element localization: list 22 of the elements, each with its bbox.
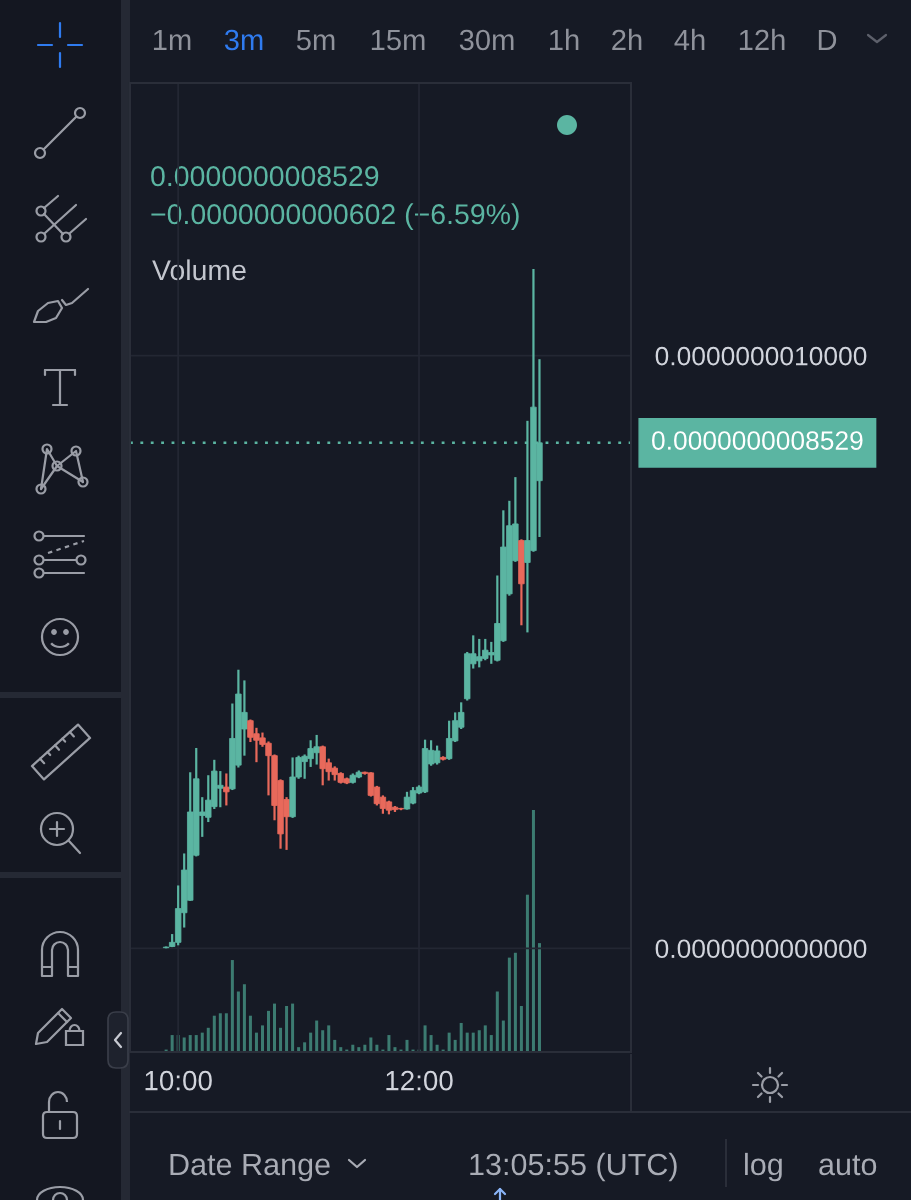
x-tick-label: 12:00 xyxy=(386,1070,453,1091)
chart-title: Volume xyxy=(152,259,246,281)
text: Date Range xyxy=(170,1153,330,1182)
x-tick-label: 10:00 xyxy=(145,1070,212,1091)
annotation: −0.0000000000602 (−6.59%) xyxy=(151,203,519,230)
text: D xyxy=(818,29,837,50)
text: 1m xyxy=(153,29,191,50)
text: 12h xyxy=(739,28,785,50)
y-tick-label: 0.0000000000000 xyxy=(655,939,867,959)
text: 5m xyxy=(296,29,335,51)
text: auto xyxy=(819,1155,877,1176)
ref-line-label: 0.0000000008529 xyxy=(652,431,863,450)
text: 13:05:55 (UTC) xyxy=(470,1152,677,1182)
text: 15m xyxy=(371,29,425,51)
text: log xyxy=(745,1152,782,1182)
text: 2h xyxy=(612,28,642,50)
text: 3m xyxy=(224,29,263,51)
y-tick-label: 0.0000000010000 xyxy=(655,346,867,366)
annotation: 0.0000000008529 xyxy=(151,166,379,187)
text: 30m xyxy=(459,29,514,51)
text: 1h xyxy=(550,28,579,50)
text: 4h xyxy=(674,28,705,50)
